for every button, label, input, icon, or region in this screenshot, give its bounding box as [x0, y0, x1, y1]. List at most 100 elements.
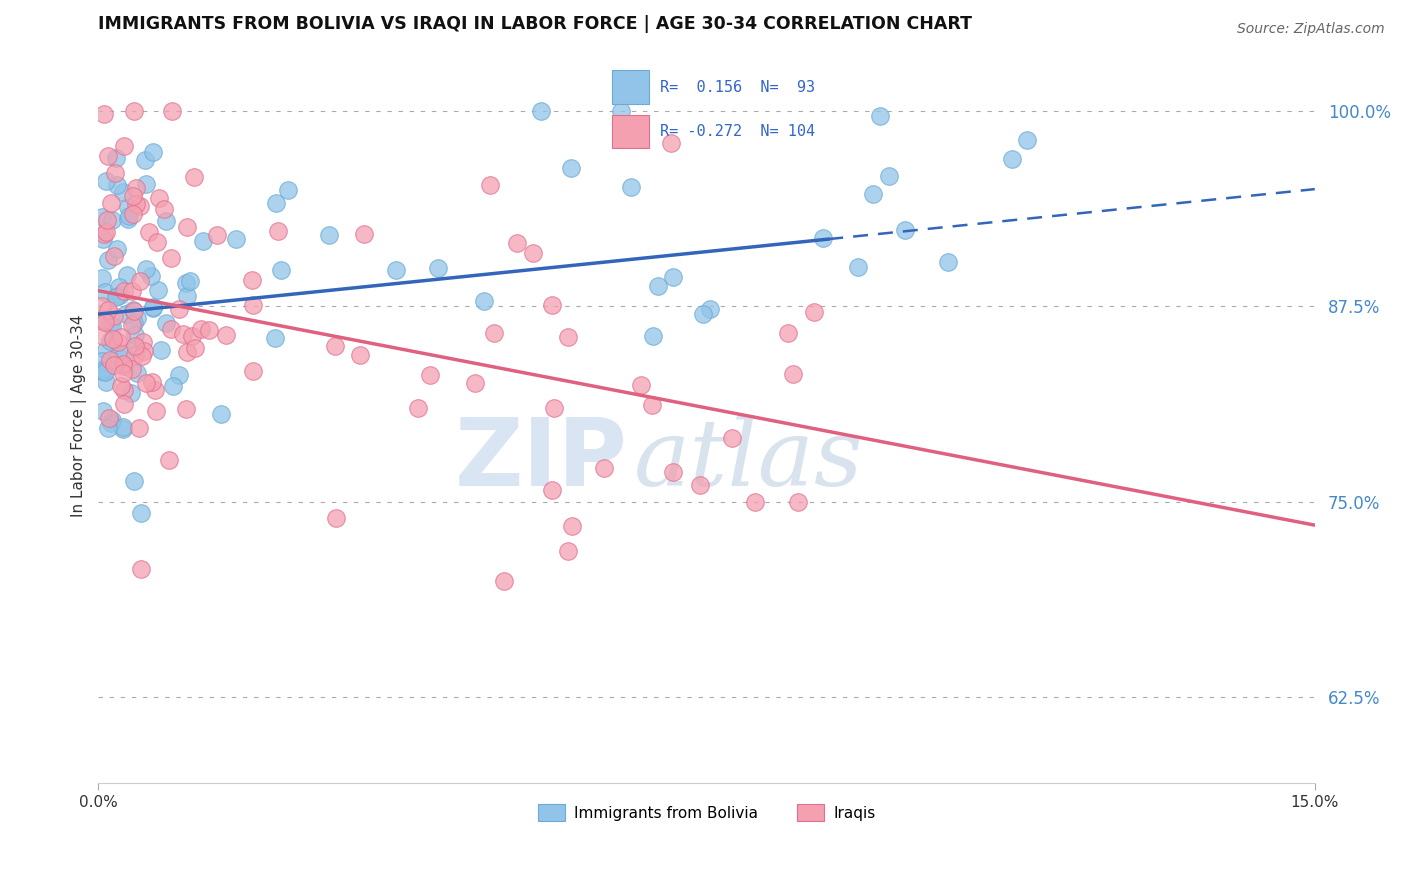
Point	[630, 378, 652, 392]
Point	[124, 181, 146, 195]
Point	[112, 397, 135, 411]
Point	[242, 298, 264, 312]
Point	[124, 304, 146, 318]
Point	[135, 178, 157, 192]
Point	[225, 232, 247, 246]
Point	[124, 327, 146, 342]
Point	[118, 210, 141, 224]
Point	[647, 278, 669, 293]
Point	[160, 103, 183, 118]
Point	[176, 345, 198, 359]
Point	[561, 518, 583, 533]
Point	[122, 302, 145, 317]
Point	[146, 235, 169, 249]
Point	[120, 386, 142, 401]
Point	[93, 364, 115, 378]
Point	[91, 311, 114, 326]
Point	[134, 343, 156, 358]
Point	[385, 263, 408, 277]
Point	[472, 294, 495, 309]
Point	[117, 212, 139, 227]
Point	[131, 349, 153, 363]
Point	[662, 465, 685, 479]
Point	[117, 201, 139, 215]
Point	[325, 510, 347, 524]
Point	[699, 301, 721, 316]
Point	[112, 420, 135, 434]
Point	[135, 376, 157, 390]
Point	[211, 407, 233, 421]
Point	[318, 227, 340, 242]
Point	[125, 341, 148, 355]
Point	[98, 334, 121, 348]
Point	[98, 317, 121, 331]
Point	[803, 305, 825, 319]
Point	[96, 343, 118, 357]
Point	[91, 404, 114, 418]
Point	[506, 235, 529, 250]
Point	[110, 330, 132, 344]
Point	[91, 231, 114, 245]
Point	[112, 185, 135, 199]
Point	[894, 222, 917, 236]
Point	[153, 202, 176, 216]
Point	[112, 383, 135, 397]
Point	[205, 227, 228, 242]
Point	[620, 180, 643, 194]
Point	[482, 326, 505, 341]
Point	[103, 309, 125, 323]
Point	[267, 223, 290, 237]
Point	[557, 330, 579, 344]
Point	[155, 214, 177, 228]
Point	[176, 289, 198, 303]
Point	[104, 290, 127, 304]
Point	[115, 307, 138, 321]
Point	[110, 378, 132, 392]
Point	[124, 348, 146, 362]
Point	[877, 169, 900, 183]
Point	[128, 421, 150, 435]
Point	[183, 169, 205, 184]
Point	[349, 347, 371, 361]
Y-axis label: In Labor Force | Age 30-34: In Labor Force | Age 30-34	[72, 315, 87, 517]
Point	[776, 326, 799, 341]
Point	[141, 375, 163, 389]
Point	[150, 343, 173, 357]
Point	[169, 302, 191, 317]
Point	[190, 322, 212, 336]
Point	[134, 261, 156, 276]
Point	[162, 378, 184, 392]
Point	[145, 404, 167, 418]
Point	[98, 410, 121, 425]
Point	[787, 494, 810, 508]
Point	[522, 246, 544, 260]
Point	[543, 401, 565, 416]
Point	[846, 260, 869, 274]
Point	[91, 354, 114, 368]
Point	[270, 263, 292, 277]
Point	[1001, 152, 1024, 166]
Point	[105, 289, 128, 303]
Point	[97, 421, 120, 435]
Point	[94, 365, 117, 379]
Point	[146, 283, 169, 297]
Point	[94, 285, 117, 300]
Point	[323, 339, 346, 353]
Point	[138, 225, 160, 239]
Point	[659, 136, 682, 151]
Point	[94, 376, 117, 390]
Point	[100, 318, 122, 333]
Point	[160, 251, 183, 265]
Point	[100, 196, 122, 211]
Text: atlas: atlas	[634, 415, 863, 505]
Point	[101, 413, 124, 427]
Point	[107, 349, 129, 363]
Point	[811, 231, 834, 245]
Point	[242, 364, 264, 378]
Point	[418, 368, 440, 383]
Point	[111, 366, 134, 380]
Point	[541, 298, 564, 312]
Point	[91, 210, 114, 224]
Point	[134, 153, 156, 167]
Point	[121, 188, 143, 202]
